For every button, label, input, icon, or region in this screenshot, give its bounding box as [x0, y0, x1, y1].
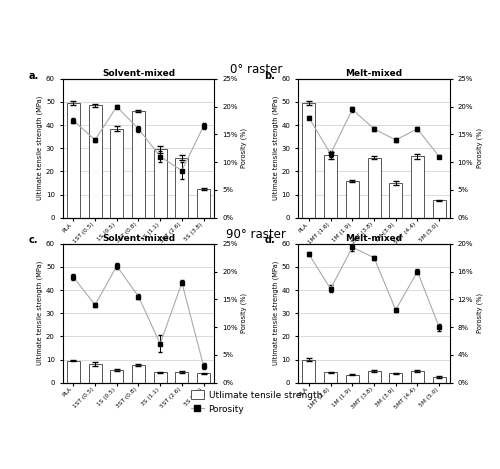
Bar [67, 361, 80, 383]
Bar [154, 372, 166, 383]
Y-axis label: Porosity (%): Porosity (%) [476, 128, 482, 168]
Title: Melt-mixed: Melt-mixed [346, 234, 403, 243]
Bar [324, 372, 337, 383]
Bar [110, 129, 124, 218]
Bar [389, 373, 402, 383]
Bar [302, 360, 316, 383]
Y-axis label: Porosity (%): Porosity (%) [240, 128, 247, 168]
Bar [67, 103, 80, 218]
Text: a.: a. [29, 70, 40, 81]
Bar [324, 155, 337, 218]
Bar [346, 181, 359, 218]
Legend: Utlimate tensile strength, Porosity: Utlimate tensile strength, Porosity [190, 390, 322, 414]
Bar [389, 183, 402, 218]
Bar [88, 364, 102, 383]
Title: Melt-mixed: Melt-mixed [346, 69, 403, 78]
Bar [110, 370, 124, 383]
Bar [176, 372, 188, 383]
Title: Solvent-mixed: Solvent-mixed [102, 69, 175, 78]
Bar [302, 103, 316, 218]
Bar [368, 371, 380, 383]
Bar [176, 158, 188, 218]
Bar [411, 156, 424, 218]
Y-axis label: Ultimate tensile strength (MPa): Ultimate tensile strength (MPa) [272, 96, 278, 200]
Y-axis label: Ultimate tensile strength (MPa): Ultimate tensile strength (MPa) [36, 261, 43, 365]
Bar [88, 106, 102, 218]
Text: 0° raster: 0° raster [230, 63, 282, 76]
Y-axis label: Ultimate tensile strength (MPa): Ultimate tensile strength (MPa) [36, 96, 43, 200]
Text: b.: b. [264, 70, 276, 81]
Text: c.: c. [29, 235, 38, 245]
Bar [132, 111, 145, 218]
Y-axis label: Porosity (%): Porosity (%) [476, 293, 482, 333]
Bar [411, 371, 424, 383]
Bar [132, 365, 145, 383]
Title: Solvent-mixed: Solvent-mixed [102, 234, 175, 243]
Y-axis label: Ultimate tensile strength (MPa): Ultimate tensile strength (MPa) [272, 261, 278, 365]
Bar [432, 200, 446, 218]
Bar [432, 377, 446, 383]
Bar [154, 150, 166, 218]
Text: d.: d. [264, 235, 276, 245]
Text: 90° raster: 90° raster [226, 228, 286, 241]
Bar [346, 375, 359, 383]
Bar [197, 373, 210, 383]
Y-axis label: Porosity (%): Porosity (%) [240, 293, 247, 333]
Bar [197, 189, 210, 218]
Bar [368, 158, 380, 218]
